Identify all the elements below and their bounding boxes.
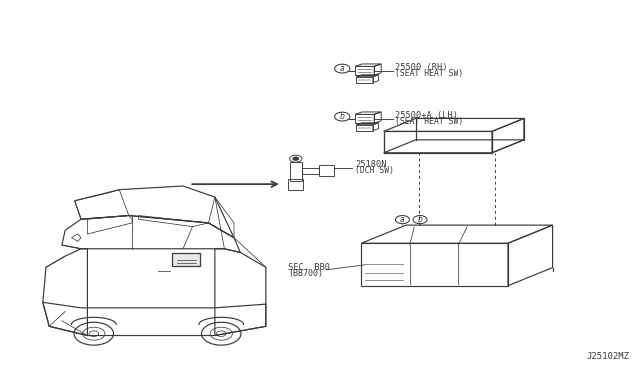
Text: 25500+A (LH): 25500+A (LH) bbox=[395, 111, 458, 121]
Text: b: b bbox=[418, 215, 422, 224]
Text: J25102MZ: J25102MZ bbox=[586, 352, 629, 361]
Text: 25500 (RH): 25500 (RH) bbox=[395, 63, 448, 72]
Text: 25180N: 25180N bbox=[355, 160, 387, 169]
Text: SEC. BB0: SEC. BB0 bbox=[288, 263, 330, 272]
Text: b: b bbox=[340, 112, 345, 121]
Text: (BB700): (BB700) bbox=[288, 269, 323, 278]
FancyBboxPatch shape bbox=[172, 253, 200, 266]
Text: a: a bbox=[400, 215, 404, 224]
Text: (SEAT HEAT SW): (SEAT HEAT SW) bbox=[395, 69, 463, 78]
Circle shape bbox=[292, 157, 299, 160]
Text: (SEAT HEAT SW): (SEAT HEAT SW) bbox=[395, 117, 463, 126]
Text: (DCH SW): (DCH SW) bbox=[355, 166, 394, 175]
Text: a: a bbox=[340, 64, 344, 73]
